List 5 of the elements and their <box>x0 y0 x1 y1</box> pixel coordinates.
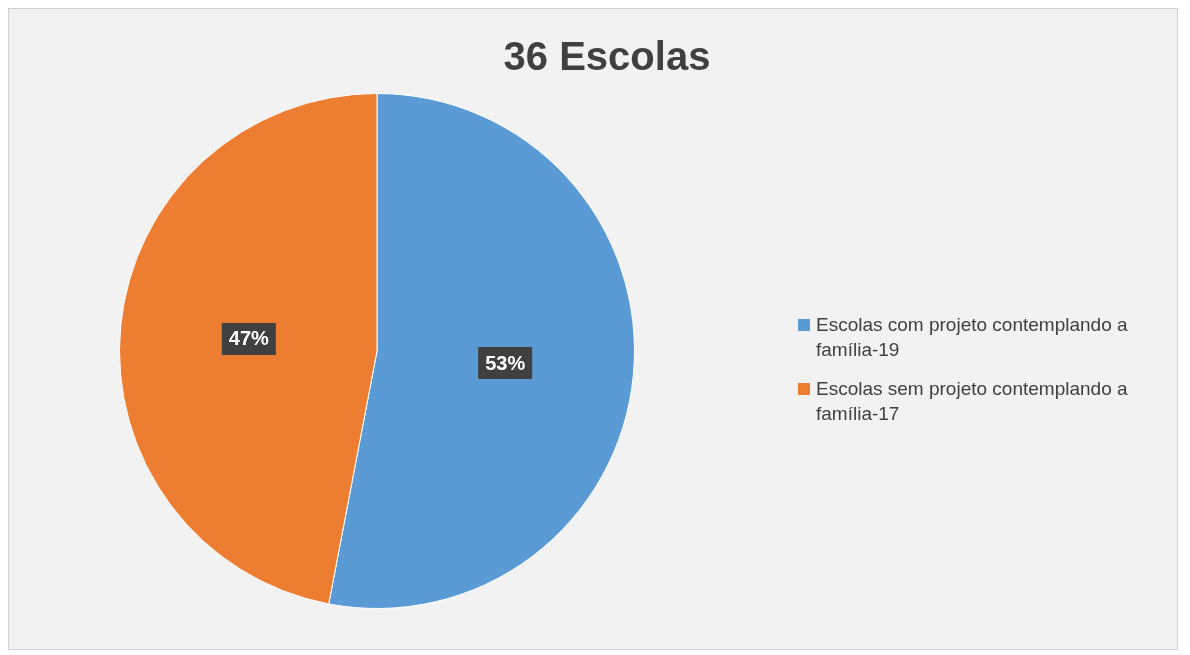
data-label: 47% <box>228 327 270 350</box>
legend-label: Escolas com projeto contemplando a família-19 <box>816 314 1128 360</box>
legend-label: Escolas sem projeto contemplando a família-17 <box>816 378 1128 424</box>
data-label: 53% <box>485 351 526 374</box>
chart-title: 36 Escolas <box>502 34 712 79</box>
